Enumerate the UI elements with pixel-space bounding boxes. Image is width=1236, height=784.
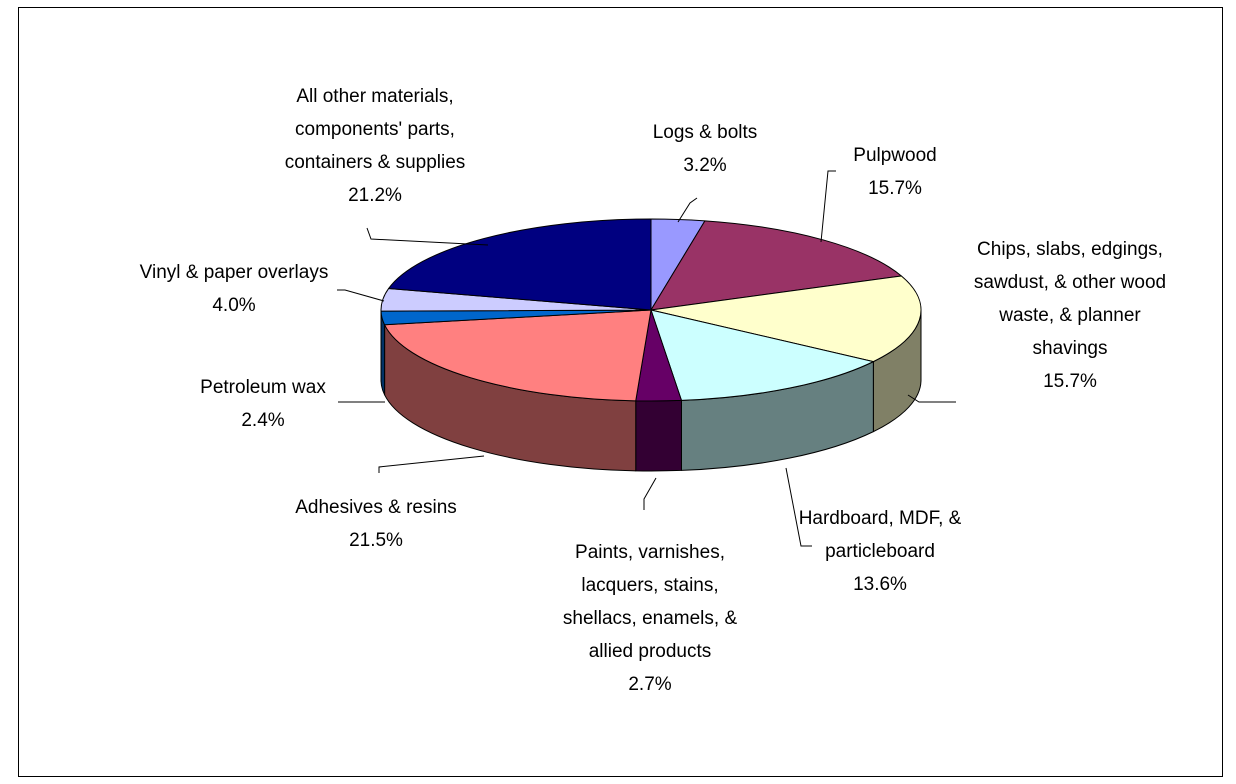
- slice-label-paints-varnishes-lacquers-stains-shellacs-enamels-allied-products: Paints, varnishes, lacquers, stains, shell…: [563, 542, 738, 695]
- pie-slice-pulpwood: [650, 220, 902, 311]
- data-labels: Logs & bolts 3.2% Pulpwood 15.7% Chips, slab…: [140, 86, 1166, 695]
- leader-line-vinyl-paper-overlays: [337, 289, 385, 302]
- leader-line-paints-varnishes-lacquers-stains-shellacs-enamels-allied-products: [643, 477, 657, 510]
- slice-label-pulpwood: Pulpwood 15.7%: [853, 145, 936, 199]
- pie-slice-hardboard-mdf-particleboard: [650, 309, 874, 401]
- slice-label-adhesives-resins: Adhesives & resins 21.5%: [295, 497, 457, 551]
- leader-line-hardboard-mdf-particleboard: [785, 467, 812, 547]
- pie-slice-adhesives-resins: [384, 309, 652, 402]
- slice-label-all-other-materials-components-parts-containers-supplies: All other materials, components' parts, co…: [285, 86, 466, 206]
- pie-slice-chips-slabs-edgings-sawdust-other-wood-waste-planner-shavings: [650, 275, 922, 363]
- leader-line-all-other-materials-components-parts-containers-supplies: [366, 227, 489, 246]
- pie-top: [380, 218, 922, 402]
- leader-line-pulpwood: [820, 170, 836, 243]
- pie-side-paints-varnishes-lacquers-stains-shellacs-enamels-allied-products: [635, 399, 682, 472]
- leader-line-chips-slabs-edgings-sawdust-other-wood-waste-planner-shavings: [907, 394, 956, 403]
- slice-label-chips-slabs-edgings-sawdust-other-wood-waste-planner-shavings: Chips, slabs, edgings, sawdust, & other w…: [974, 239, 1166, 392]
- slice-label-logs-bolts: Logs & bolts 3.2%: [653, 122, 758, 176]
- pie-slice-all-other-materials-components-parts-containers-supplies: [388, 218, 652, 311]
- leader-line-adhesives-resins: [378, 455, 485, 473]
- slice-label-hardboard-mdf-particleboard: Hardboard, MDF, & particleboard 13.6%: [799, 508, 962, 595]
- pie-sides: [380, 309, 922, 472]
- slice-label-petroleum-wax: Petroleum wax 2.4%: [200, 377, 326, 431]
- slice-label-vinyl-paper-overlays: Vinyl & paper overlays 4.0%: [140, 262, 329, 316]
- leader-line-logs-bolts: [677, 197, 698, 223]
